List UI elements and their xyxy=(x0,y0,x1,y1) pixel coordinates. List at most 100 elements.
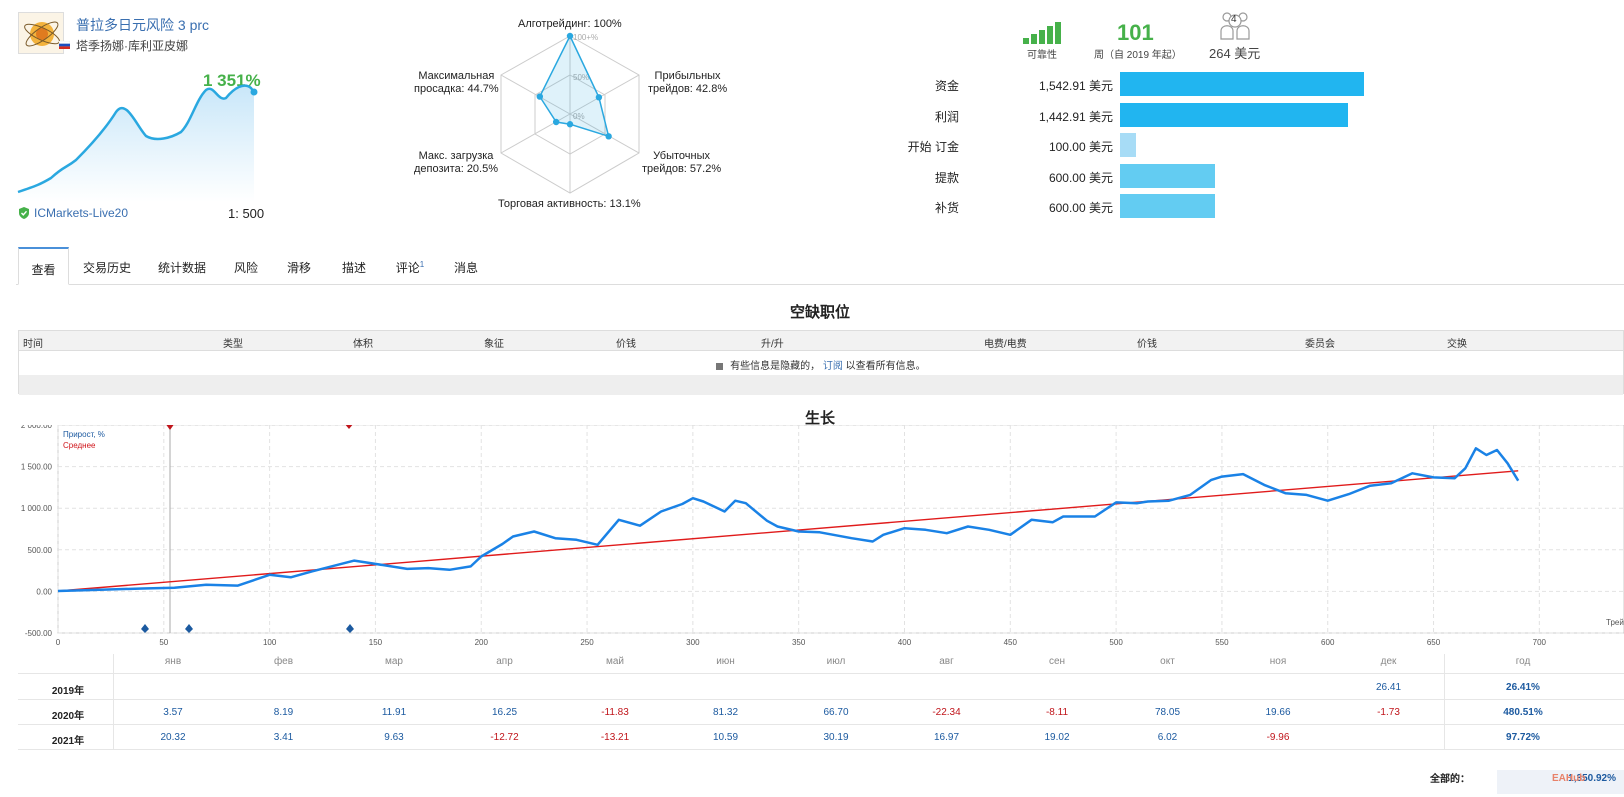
month-value: 3.57 xyxy=(163,707,183,718)
positions-table: 时间 类型 体积 象征 价钱 升/升 电费/电费 价钱 委员会 交换 有些信息是… xyxy=(18,330,1624,395)
tab-statistics-label: 统计数据 xyxy=(157,261,206,275)
x-tick-label: 500 xyxy=(1109,638,1123,647)
tab-trade-history-label: 交易历史 xyxy=(82,261,131,275)
monthly-row: 2021年 20.32 3.41 9.63 -12.72 -13.21 10.59 30.19… xyxy=(18,724,1624,750)
author-name[interactable]: 塔季扬娜·库利亚皮娜 xyxy=(76,39,188,53)
x-tick-label: 0 xyxy=(56,638,61,647)
signal-name[interactable]: 普拉多日元风险 xyxy=(76,17,174,33)
tab-risks[interactable]: 风险 xyxy=(226,247,266,285)
withdraw-marker-icon xyxy=(166,425,174,430)
table-separator xyxy=(1444,654,1445,749)
x-tick-label: 400 xyxy=(898,638,912,647)
col-sl-tp: 升/升 xyxy=(761,339,784,350)
broker-server[interactable]: ICMarkets-Live20 xyxy=(34,206,129,220)
x-tick-label: 600 xyxy=(1321,638,1335,647)
y-tick-label: 500.00 xyxy=(28,546,53,555)
tab-risks-label: 风险 xyxy=(233,261,258,275)
balance-row: 补货 600.00 美元 xyxy=(935,194,1365,218)
tab-slippage-label: 滑移 xyxy=(286,261,311,275)
year-total: 26.41% xyxy=(1506,682,1540,693)
month-header: апр xyxy=(496,656,513,667)
year-total: 480.51% xyxy=(1503,707,1543,718)
mini-chart-area xyxy=(18,85,254,202)
month-value: 9.63 xyxy=(384,732,404,743)
growth-line xyxy=(57,447,1520,593)
month-header: авг xyxy=(939,656,954,667)
x-axis-label: Трей xyxy=(1606,618,1624,627)
y-tick-label: 1 000.00 xyxy=(21,504,53,513)
tab-overview[interactable]: 查看 xyxy=(18,247,69,285)
col-commission: 委员会 xyxy=(1305,339,1335,350)
month-value: 3.41 xyxy=(273,732,294,743)
month-value: 19.02 xyxy=(1044,732,1070,743)
tab-reviews-label: 评论 xyxy=(395,261,420,275)
month-value: 78.05 xyxy=(1154,707,1181,718)
month-value: 20.32 xyxy=(160,732,186,743)
tab-slippage[interactable]: 滑移 xyxy=(279,247,319,285)
row-year: 2019年 xyxy=(51,686,85,697)
col-time: 时间 xyxy=(23,339,43,350)
balance-label: 补货 xyxy=(934,201,959,215)
col-price: 价钱 xyxy=(616,339,636,350)
deposit-marker-icon-3 xyxy=(346,624,354,633)
col-type: 类型 xyxy=(223,339,243,350)
month-value: 81.32 xyxy=(712,707,739,718)
hidden-info-message: 有些信息是隐藏的， 订阅 以查看所有信息。 xyxy=(19,357,1623,372)
radar-value-polygon xyxy=(538,34,610,138)
balance-label: 提款 xyxy=(934,171,959,185)
col-swap: 交换 xyxy=(1447,339,1467,350)
radar-label-profit-line2: трейдов: 42.8% xyxy=(648,83,728,95)
month-value: 11.91 xyxy=(381,707,407,718)
watermark: EAHub xyxy=(1552,773,1586,784)
month-value: 30.19 xyxy=(823,732,849,743)
balance-row: 利润 1,442.91 美元 xyxy=(935,103,1365,127)
balance-bar xyxy=(1120,194,1215,218)
signal-avatar[interactable] xyxy=(18,12,64,54)
total-label: 全部的： xyxy=(1430,774,1470,785)
balance-bar xyxy=(1120,72,1364,96)
signal-title[interactable]: 普拉多日元风险 3 prc xyxy=(76,15,209,35)
balance-bar xyxy=(1120,164,1215,188)
radar-label-profit: Прибыльных трейдов: 42.8% xyxy=(648,70,727,96)
radar-label-drawdown-line1: Максимальная xyxy=(418,70,495,82)
mini-chart-line xyxy=(17,84,255,194)
tab-trade-history[interactable]: 交易历史 xyxy=(76,247,138,285)
radar-label-load: Макс. загрузка депозита: 20.5% xyxy=(414,150,498,176)
radar-point-algo xyxy=(566,32,574,40)
col-time-close: 电费/电费 xyxy=(984,339,1027,350)
tab-description[interactable]: 描述 xyxy=(334,247,374,285)
tab-statistics[interactable]: 统计数据 xyxy=(151,247,213,285)
y-tick-label: -500.00 xyxy=(25,629,53,638)
x-tick-label: 100 xyxy=(263,638,277,647)
radar-point-drawdown xyxy=(536,93,544,100)
year-header: год xyxy=(1515,656,1531,667)
month-header: июн xyxy=(716,656,735,667)
legend-growth: Прирост, % xyxy=(63,430,105,439)
month-value: -12.72 xyxy=(490,732,519,743)
radar-label-loss: Убыточных трейдов: 57.2% xyxy=(642,150,721,176)
x-tick-label: 50 xyxy=(159,638,168,647)
signal-suffix: 3 prc xyxy=(177,17,210,33)
month-header: окт xyxy=(1160,656,1175,667)
radar-label-algo: Алготрейдинг: 100% xyxy=(518,18,622,30)
x-tick-label: 650 xyxy=(1427,638,1441,647)
month-header: июл xyxy=(826,656,846,667)
radar-label-activity: Торговая активность: 13.1% xyxy=(498,198,641,210)
month-value: 6.02 xyxy=(1157,732,1178,743)
month-header: ноя xyxy=(1269,656,1287,667)
month-value: 26.41 xyxy=(1375,682,1402,693)
balance-value: 100.00 美元 xyxy=(1048,140,1113,154)
subscribe-link[interactable]: 订阅 xyxy=(822,361,843,372)
reliability-bars-icon xyxy=(1023,22,1061,44)
radar-label-load-line1: Макс. загрузка xyxy=(418,150,494,162)
x-tick-label: 700 xyxy=(1533,638,1547,647)
radar-point-activity xyxy=(566,121,574,128)
mini-growth-chart xyxy=(17,84,258,202)
balance-value: 600.00 美元 xyxy=(1048,201,1113,215)
positions-header-row: 时间 类型 体积 象征 价钱 升/升 电费/电费 价钱 委员会 交换 xyxy=(19,331,1623,351)
deposit-marker-icon-2 xyxy=(185,624,193,633)
x-tick-label: 150 xyxy=(369,638,383,647)
broker[interactable]: ICMarkets-Live20 xyxy=(18,206,128,220)
tab-reviews[interactable]: 评论1 xyxy=(389,247,431,285)
tab-news[interactable]: 消息 xyxy=(446,247,486,285)
